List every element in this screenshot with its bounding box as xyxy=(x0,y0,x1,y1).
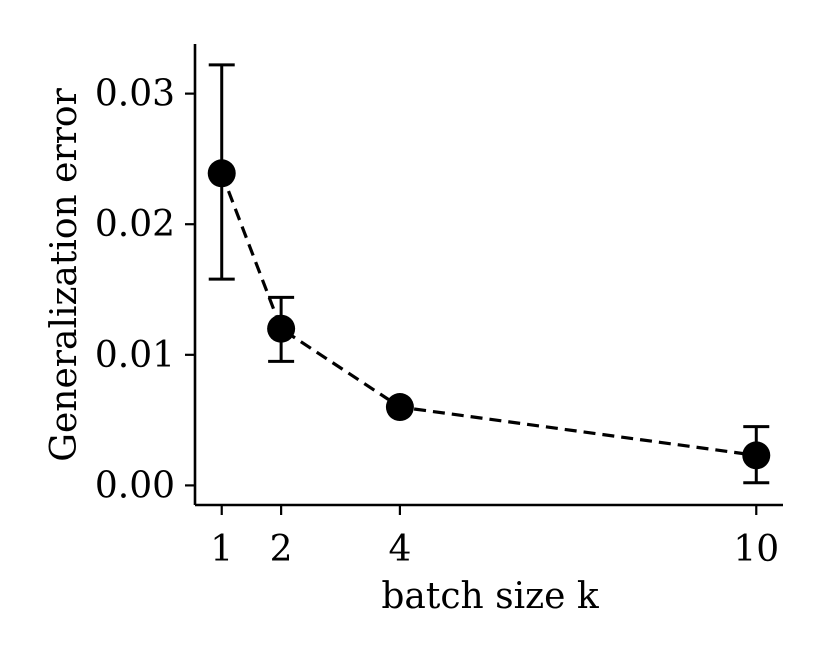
x-tick-label: 4 xyxy=(388,529,411,570)
y-axis-label: Generalization error xyxy=(44,87,85,461)
data-point xyxy=(742,441,771,470)
data-point xyxy=(267,314,296,343)
axes: 1 2 4 10 0.00 0.01 0.02 0.03 xyxy=(95,44,783,570)
series-line xyxy=(220,172,757,457)
y-tick-label: 0.00 xyxy=(95,465,175,506)
plot-marks xyxy=(207,63,771,485)
x-tick-label: 1 xyxy=(210,529,233,570)
y-tick-label: 0.03 xyxy=(95,74,175,115)
y-tick-label: 0.02 xyxy=(95,204,175,245)
data-point xyxy=(207,159,236,188)
x-tick-label: 10 xyxy=(733,529,779,570)
x-axis-label: batch size k xyxy=(381,576,599,617)
x-tick-label: 2 xyxy=(270,529,293,570)
y-tick-label: 0.01 xyxy=(95,335,175,376)
data-point xyxy=(385,393,414,422)
